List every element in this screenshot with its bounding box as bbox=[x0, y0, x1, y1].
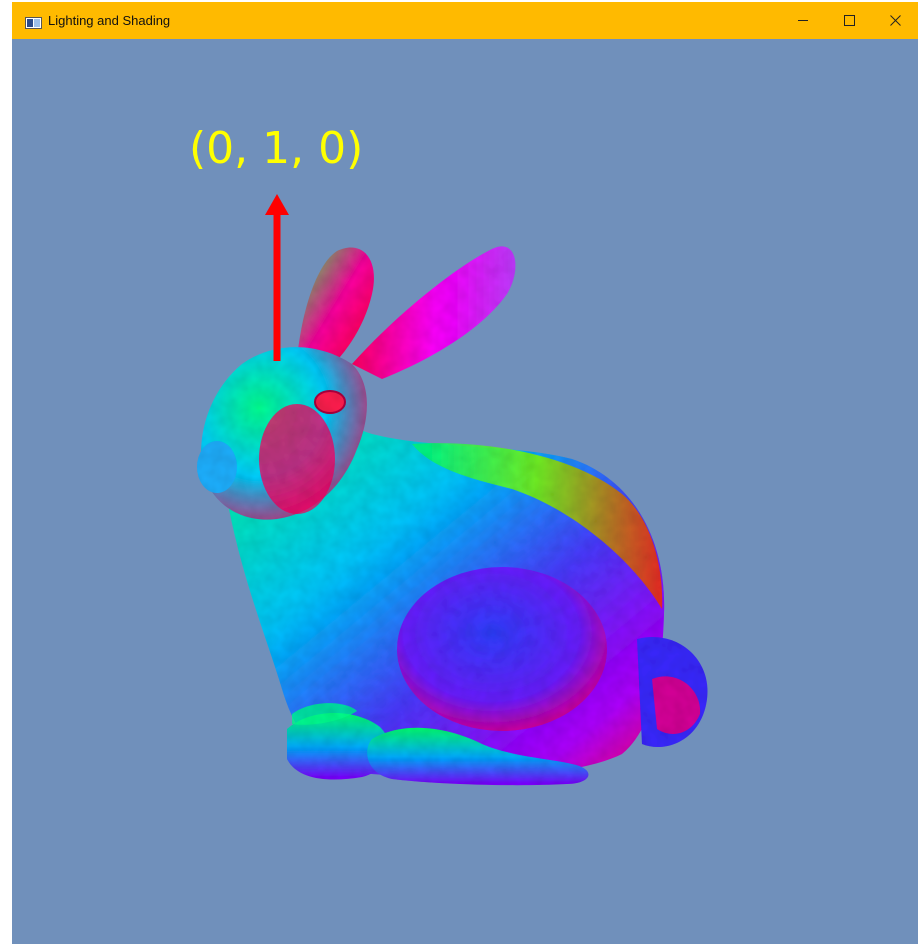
window-title: Lighting and Shading bbox=[48, 13, 171, 28]
maximize-button[interactable] bbox=[826, 2, 872, 39]
close-icon bbox=[889, 15, 901, 26]
maximize-icon bbox=[843, 15, 855, 26]
minimize-icon bbox=[797, 20, 808, 21]
normal-vector-arrow bbox=[265, 194, 289, 361]
app-window: Lighting and Shading bbox=[12, 2, 918, 944]
app-icon bbox=[25, 14, 42, 29]
bunny-ear-left bbox=[297, 247, 374, 374]
title-bar[interactable]: Lighting and Shading bbox=[12, 2, 918, 39]
minimize-button[interactable] bbox=[780, 2, 826, 39]
close-button[interactable] bbox=[872, 2, 918, 39]
bunny-eye bbox=[314, 390, 346, 414]
render-viewport[interactable]: (0, 1, 0) bbox=[12, 39, 918, 944]
bunny-ear-right bbox=[352, 246, 516, 379]
bunny-front-foot bbox=[287, 713, 390, 780]
bunny-haunch bbox=[397, 567, 607, 731]
bunny-model bbox=[197, 194, 708, 786]
vector-label: (0, 1, 0) bbox=[189, 123, 364, 174]
bunny-hind-foot bbox=[367, 727, 589, 786]
